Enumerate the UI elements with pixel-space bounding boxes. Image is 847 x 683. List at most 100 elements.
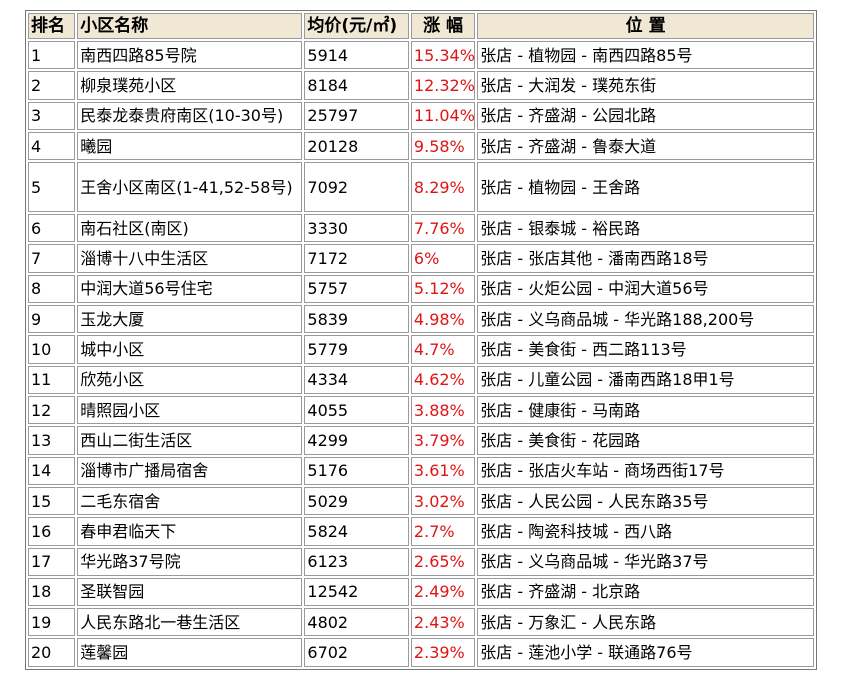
community-name-cell: 晴照园小区: [77, 395, 303, 425]
rank-cell: 5: [28, 162, 76, 212]
change-cell: 7.76%: [410, 213, 476, 243]
table-row: 8 中润大道56号住宅 5757 5.12% 张店 - 火炬公园 - 中润大道56号: [28, 274, 814, 303]
community-name-cell: 玉龙大厦: [77, 304, 303, 334]
avg-price-cell: 6702: [304, 638, 409, 667]
avg-price-cell: 5914: [304, 41, 409, 70]
location-cell: 张店 - 齐盛湖 - 公园北路: [477, 101, 814, 130]
location-cell: 张店 - 义乌商品城 - 华光路188,200号: [477, 304, 814, 334]
community-name-cell: 人民东路北一巷生活区: [77, 608, 303, 637]
location-cell: 张店 - 大润发 - 璞苑东街: [477, 71, 814, 100]
community-name-cell: 西山二街生活区: [77, 426, 303, 455]
location-cell: 张店 - 莲池小学 - 联通路76号: [477, 638, 814, 667]
change-cell: 5.12%: [410, 274, 476, 303]
community-name-cell: 莲馨园: [77, 638, 303, 667]
change-cell: 15.34%: [410, 41, 476, 70]
avg-price-cell: 5176: [304, 456, 409, 485]
change-cell: 4.98%: [410, 304, 476, 334]
table-row: 9 玉龙大厦 5839 4.98% 张店 - 义乌商品城 - 华光路188,200号: [28, 304, 814, 334]
location-cell: 张店 - 万象汇 - 人民东路: [477, 608, 814, 637]
community-name-cell: 欣苑小区: [77, 365, 303, 394]
change-cell: 2.39%: [410, 638, 476, 667]
community-name-cell: 王舍小区南区(1-41,52-58号): [77, 162, 303, 212]
table-row: 10 城中小区 5779 4.7% 张店 - 美食街 - 西二路113号: [28, 335, 814, 364]
location-cell: 张店 - 银泰城 - 裕民路: [477, 213, 814, 243]
avg-price-cell: 20128: [304, 131, 409, 161]
change-cell: 2.49%: [410, 577, 476, 607]
avg-price-cell: 12542: [304, 577, 409, 607]
avg-price-cell: 5824: [304, 517, 409, 546]
change-cell: 2.65%: [410, 547, 476, 576]
rank-cell: 18: [28, 577, 76, 607]
location-cell: 张店 - 健康街 - 马南路: [477, 395, 814, 425]
rank-cell: 16: [28, 517, 76, 546]
community-name-cell: 民泰龙泰贵府南区(10-30号): [77, 101, 303, 130]
avg-price-cell: 5757: [304, 274, 409, 303]
table-row: 18 圣联智园 12542 2.49% 张店 - 齐盛湖 - 北京路: [28, 577, 814, 607]
table-row: 13 西山二街生活区 4299 3.79% 张店 - 美食街 - 花园路: [28, 426, 814, 455]
community-name-cell: 圣联智园: [77, 577, 303, 607]
rank-cell: 19: [28, 608, 76, 637]
table-row: 11 欣苑小区 4334 4.62% 张店 - 儿童公园 - 潘南西路18甲1号: [28, 365, 814, 394]
rank-cell: 4: [28, 131, 76, 161]
location-cell: 张店 - 义乌商品城 - 华光路37号: [477, 547, 814, 576]
table-row: 7 淄博十八中生活区 7172 6% 张店 - 张店其他 - 潘南西路18号: [28, 244, 814, 273]
change-cell: 4.62%: [410, 365, 476, 394]
location-cell: 张店 - 美食街 - 西二路113号: [477, 335, 814, 364]
rank-cell: 8: [28, 274, 76, 303]
avg-price-cell: 25797: [304, 101, 409, 130]
community-name-cell: 淄博十八中生活区: [77, 244, 303, 273]
community-name-cell: 南西四路85号院: [77, 41, 303, 70]
avg-price-cell: 5029: [304, 486, 409, 516]
header-location: 位 置: [477, 13, 814, 39]
rank-cell: 7: [28, 244, 76, 273]
header-change: 涨 幅: [410, 13, 476, 39]
table-row: 19 人民东路北一巷生活区 4802 2.43% 张店 - 万象汇 - 人民东路: [28, 608, 814, 637]
location-cell: 张店 - 火炬公园 - 中润大道56号: [477, 274, 814, 303]
community-name-cell: 淄博市广播局宿舍: [77, 456, 303, 485]
table-body: 1 南西四路85号院 5914 15.34% 张店 - 植物园 - 南西四路85号 2 柳泉…: [28, 41, 814, 667]
location-cell: 张店 - 儿童公园 - 潘南西路18甲1号: [477, 365, 814, 394]
table-row: 16 春申君临天下 5824 2.7% 张店 - 陶瓷科技城 - 西八路: [28, 517, 814, 546]
table-row: 5 王舍小区南区(1-41,52-58号) 7092 8.29% 张店 - 植物园 - …: [28, 162, 814, 212]
table-row: 2 柳泉璞苑小区 8184 12.32% 张店 - 大润发 - 璞苑东街: [28, 71, 814, 100]
location-cell: 张店 - 人民公园 - 人民东路35号: [477, 486, 814, 516]
change-cell: 2.43%: [410, 608, 476, 637]
avg-price-cell: 3330: [304, 213, 409, 243]
location-cell: 张店 - 齐盛湖 - 鲁泰大道: [477, 131, 814, 161]
header-name: 小区名称: [77, 13, 303, 39]
avg-price-cell: 4334: [304, 365, 409, 394]
table-row: 17 华光路37号院 6123 2.65% 张店 - 义乌商品城 - 华光路37号: [28, 547, 814, 576]
change-cell: 9.58%: [410, 131, 476, 161]
change-cell: 8.29%: [410, 162, 476, 212]
table-row: 20 莲馨园 6702 2.39% 张店 - 莲池小学 - 联通路76号: [28, 638, 814, 667]
avg-price-cell: 5839: [304, 304, 409, 334]
location-cell: 张店 - 陶瓷科技城 - 西八路: [477, 517, 814, 546]
table-row: 6 南石社区(南区) 3330 7.76% 张店 - 银泰城 - 裕民路: [28, 213, 814, 243]
change-cell: 3.02%: [410, 486, 476, 516]
table-row: 4 曦园 20128 9.58% 张店 - 齐盛湖 - 鲁泰大道: [28, 131, 814, 161]
rank-cell: 6: [28, 213, 76, 243]
rank-cell: 9: [28, 304, 76, 334]
location-cell: 张店 - 植物园 - 南西四路85号: [477, 41, 814, 70]
change-cell: 3.79%: [410, 426, 476, 455]
table-row: 3 民泰龙泰贵府南区(10-30号) 25797 11.04% 张店 - 齐盛湖 - 公…: [28, 101, 814, 130]
community-name-cell: 柳泉璞苑小区: [77, 71, 303, 100]
avg-price-cell: 4055: [304, 395, 409, 425]
change-cell: 4.7%: [410, 335, 476, 364]
rank-cell: 15: [28, 486, 76, 516]
community-name-cell: 中润大道56号住宅: [77, 274, 303, 303]
rank-cell: 2: [28, 71, 76, 100]
avg-price-cell: 7092: [304, 162, 409, 212]
rank-cell: 14: [28, 456, 76, 485]
avg-price-cell: 8184: [304, 71, 409, 100]
avg-price-cell: 5779: [304, 335, 409, 364]
change-cell: 12.32%: [410, 71, 476, 100]
price-ranking-table: 排名 小区名称 均价(元/㎡) 涨 幅 位 置 1 南西四路85号院 5914 15.…: [25, 10, 817, 670]
avg-price-cell: 4802: [304, 608, 409, 637]
change-cell: 6%: [410, 244, 476, 273]
community-name-cell: 华光路37号院: [77, 547, 303, 576]
rank-cell: 13: [28, 426, 76, 455]
rank-cell: 3: [28, 101, 76, 130]
community-name-cell: 二毛东宿舍: [77, 486, 303, 516]
avg-price-cell: 4299: [304, 426, 409, 455]
